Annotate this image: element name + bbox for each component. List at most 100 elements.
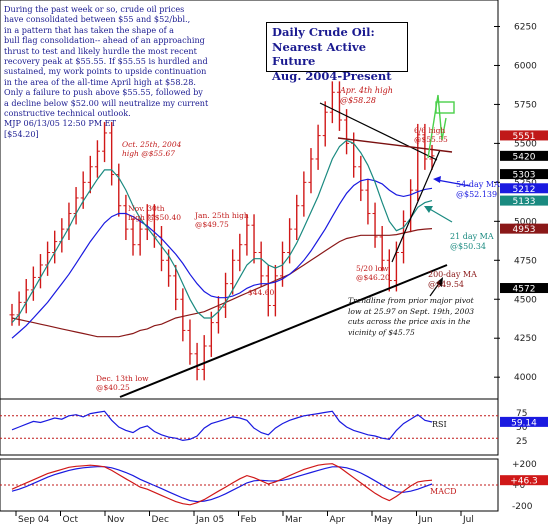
- commentary-line: sustained, my work points to upside cont…: [4, 66, 207, 77]
- rsi-panel-frame: [0, 398, 499, 456]
- macd-axis-label: +0: [512, 481, 526, 491]
- macd-label: MACD: [430, 487, 457, 496]
- price-tag: [500, 183, 548, 194]
- annotation-line: Jan. 25th high: [195, 211, 249, 220]
- macd-readout-tag: [500, 475, 548, 486]
- price-axis-label: 4000: [514, 373, 537, 383]
- price-axis-label: 5750: [514, 100, 537, 110]
- axis-layer: 6250600057505500525050004750450042504000…: [15, 22, 548, 525]
- price-tag-label: 5303: [513, 171, 536, 181]
- annotation-line: @$52.139: [456, 189, 498, 199]
- ma21-line: [11, 139, 433, 324]
- title-line: Daily Crude Oil:: [272, 25, 375, 39]
- ma54-arrow: [436, 179, 471, 187]
- price-tag: [500, 223, 548, 234]
- chart-title-box: Daily Crude Oil: Nearest Active Future A…: [266, 22, 408, 83]
- price-axis-label: 6250: [514, 22, 537, 32]
- price-axis-label: 6000: [514, 61, 537, 71]
- price-tag-label: 5551: [513, 132, 536, 142]
- price-axis-label: 4250: [514, 334, 537, 344]
- rsi-axis-label: 50: [516, 423, 528, 433]
- annotation-line: vicinity of $45.75: [348, 327, 415, 337]
- annotation-line: Oct. 25th, 2004: [122, 140, 182, 149]
- annotation-line: Apr. 4th high: [340, 86, 393, 95]
- annotation-line: Trendline from prior major pivot: [348, 296, 474, 305]
- price-tag: [500, 130, 548, 141]
- rsi-axis-label: 25: [516, 437, 527, 447]
- annotation-ma21: 21 day MA @$50.34: [450, 232, 494, 251]
- annotation-line: 54-day MA: [456, 180, 500, 189]
- price-tag-label: 5133: [513, 197, 536, 207]
- annotation-ma200: 200-day MA @$49.54: [428, 270, 477, 289]
- commentary-line: in the area of the all-time April high a…: [4, 76, 196, 87]
- date-label: Mar: [285, 515, 302, 525]
- annotation-line: $44.60: [248, 288, 275, 297]
- annotation-dec13-low: Dec. 13th low @$40.25: [96, 374, 149, 392]
- annotation-line: high @$50.40: [128, 213, 181, 222]
- annotation-line: 21 day MA: [450, 232, 494, 241]
- date-label: Jul: [462, 515, 474, 525]
- annotation-line: cuts across the price axis in the: [348, 317, 471, 326]
- rsi-layer: [0, 410, 498, 442]
- date-label: Sep 04: [18, 515, 50, 525]
- major-trendline: [119, 264, 448, 398]
- price-tag: [500, 195, 548, 206]
- annotation-line: Dec. 13th low: [96, 374, 149, 383]
- date-label: Jan 05: [195, 515, 224, 525]
- trendline-arrowhead: [436, 277, 443, 287]
- flag-lower-line: [391, 149, 441, 263]
- date-label: May: [374, 515, 393, 525]
- date-label: Oct: [63, 515, 79, 525]
- price-axis-label: 4500: [514, 295, 537, 305]
- annotation-line: Nov. 30th: [128, 204, 165, 213]
- price-axis-label: 5000: [514, 217, 537, 227]
- annotation-line: high @$55.67: [122, 149, 175, 158]
- flag-upper-line: [319, 102, 438, 161]
- commentary-line: During the past week or so, crude oil pr…: [4, 4, 185, 14]
- projection-box: [435, 101, 455, 114]
- title-line: Nearest Active Future: [272, 39, 367, 69]
- commentary-block: During the past week or so, crude oil pr…: [4, 4, 274, 139]
- macd-axis-label: -200: [512, 502, 533, 512]
- price-tag-label: 5212: [513, 185, 536, 195]
- annotation-may20-low: 5/20 low @$46.20: [356, 264, 390, 282]
- price-tag: [500, 283, 548, 294]
- annotation-nov30-high: Nov. 30th high @$50.40: [128, 204, 181, 222]
- annotation-line: @$49.75: [195, 220, 229, 229]
- annotation-line: @$46.20: [356, 273, 390, 282]
- price-series-layer: [9, 81, 435, 381]
- ma21-arrowhead: [424, 206, 433, 213]
- rsi-label: RSI: [432, 420, 447, 429]
- commentary-line: recovery peak at $55.55. If $55.55 is hu…: [4, 56, 208, 67]
- commentary-signature: MJP 06/13/05 12:50 PM ET: [4, 118, 116, 129]
- commentary-line: have consolidated between $55 and $52/bb…: [4, 14, 191, 25]
- annotation-line: 6/6 high: [414, 126, 446, 135]
- projection-line: [427, 94, 447, 159]
- rsi-axis-label: 75: [516, 409, 527, 419]
- rsi-readout-label: 59.14: [511, 418, 537, 428]
- macd-readout-label: +46.3: [510, 477, 538, 487]
- annotation-line: low at 25.97 on Sept. 19th, 2003: [348, 306, 475, 316]
- annotation-feb-low: $44.60: [248, 288, 274, 297]
- price-tag: [500, 150, 548, 161]
- annotation-ma54: 54-day MA @$52.139: [456, 180, 500, 199]
- macd-layer: [0, 463, 498, 506]
- rsi-readout-tag: [500, 416, 548, 427]
- ma54-arrowhead: [433, 176, 441, 183]
- rsi-line: [11, 410, 433, 442]
- annotation-line: @$40.25: [96, 383, 130, 392]
- annotation-line: 5/20 low: [356, 264, 389, 273]
- title-line: Aug. 2004-Present: [272, 68, 392, 83]
- price-tag-label: 5420: [513, 152, 536, 162]
- ma54-line: [11, 178, 433, 339]
- annotation-line: 200-day MA: [428, 270, 477, 279]
- price-tag-label: 4953: [513, 225, 536, 235]
- annotation-oct25-high: Oct. 25th, 2004 high @$55.67: [122, 140, 181, 158]
- annotation-line: @$55.55: [414, 135, 448, 144]
- resistance-line: [337, 137, 453, 153]
- annotation-line: @$58.28: [340, 95, 376, 105]
- annotation-jan25-high: Jan. 25th high @$49.75: [195, 211, 249, 229]
- commentary-line: bull flag consolidation-- ahead of an ap…: [4, 35, 205, 46]
- commentary-line: thrust to test and likely hurdle the mos…: [4, 45, 197, 56]
